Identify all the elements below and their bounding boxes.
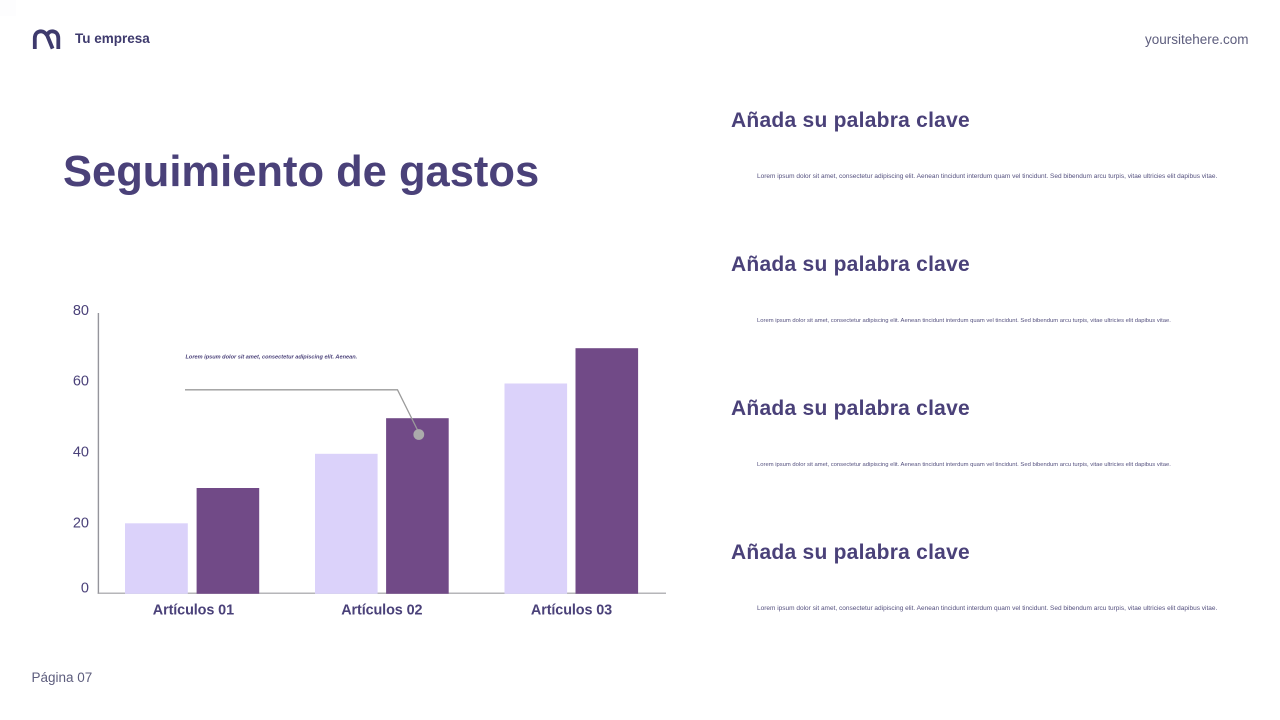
svg-text:0: 0 xyxy=(81,581,89,597)
svg-text:Artículos 01: Artículos 01 xyxy=(153,602,234,618)
svg-text:60: 60 xyxy=(73,373,89,389)
svg-text:Artículos 03: Artículos 03 xyxy=(531,602,612,618)
svg-text:80: 80 xyxy=(73,303,89,319)
svg-text:20: 20 xyxy=(73,516,89,532)
svg-text:Artículos 02: Artículos 02 xyxy=(341,602,422,618)
svg-text:40: 40 xyxy=(73,444,89,460)
svg-text:Lorem ipsum dolor sit amet, co: Lorem ipsum dolor sit amet, consectetur … xyxy=(186,354,358,360)
